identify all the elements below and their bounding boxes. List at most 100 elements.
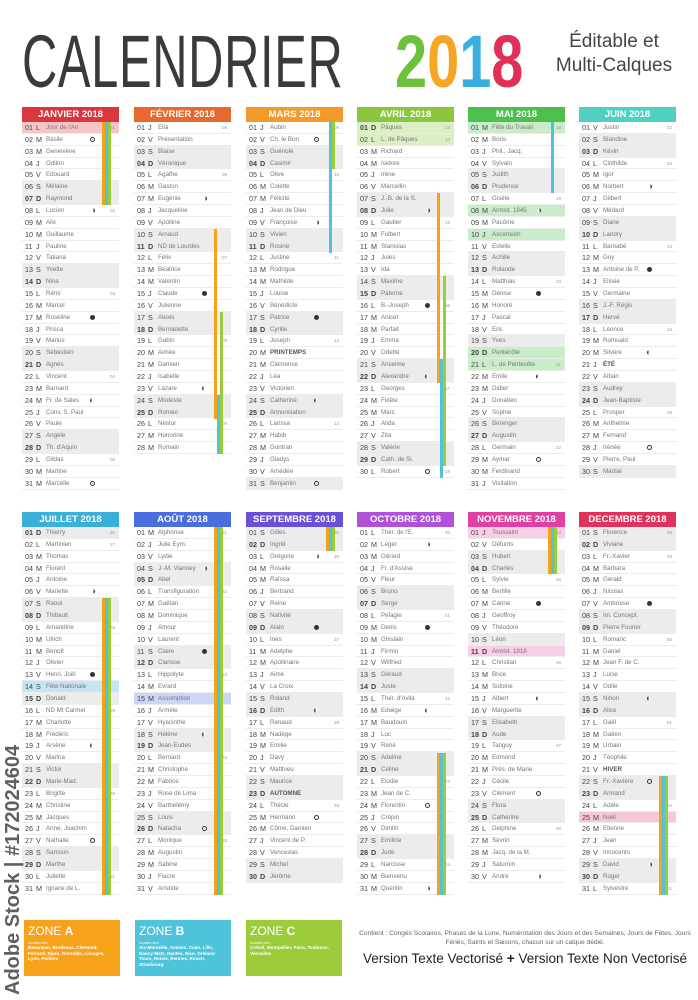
day-row[interactable]: 25 D Catherine: [468, 811, 565, 824]
day-row[interactable]: 07 M Eugénie: [134, 193, 231, 206]
day-row[interactable]: 27 M Sévrin: [468, 835, 565, 848]
day-row[interactable]: 20 S Adeline: [357, 752, 454, 765]
day-row[interactable]: 05 V Edouard: [22, 169, 119, 182]
day-row[interactable]: 27 J Vincent de P.: [246, 835, 343, 848]
day-row[interactable]: 29 J Gladys: [246, 454, 343, 466]
day-row[interactable]: 03 M Richard: [357, 146, 454, 158]
day-row[interactable]: 03 L Grégoire 36: [246, 551, 343, 563]
day-row[interactable]: 10 M Ghislain: [357, 634, 454, 646]
day-row[interactable]: 19 L Gabin 08: [134, 335, 231, 348]
day-row[interactable]: 15 S Roland: [246, 693, 343, 705]
day-row[interactable]: 30 S Martial: [579, 465, 676, 478]
day-row[interactable]: 19 M Urbain: [579, 740, 676, 753]
day-row[interactable]: 12 J Jules: [357, 252, 454, 265]
day-row[interactable]: 25 M Jacques: [22, 812, 119, 824]
day-row[interactable]: 06 M Norbert: [579, 181, 676, 194]
day-row[interactable]: 28 L Germain 22: [468, 442, 565, 455]
day-row[interactable]: 20 M Edmond: [468, 752, 565, 765]
day-row[interactable]: 11 D Armist. 1918: [468, 645, 565, 658]
day-row[interactable]: 26 V Dimitri: [357, 823, 454, 836]
day-row[interactable]: 17 V Hyacinthe: [134, 717, 231, 729]
day-row[interactable]: 11 M Daniel: [579, 646, 676, 658]
day-row[interactable]: 04 V Sylvain: [468, 158, 565, 170]
day-row[interactable]: 05 L Agathe 06: [134, 169, 231, 182]
day-row[interactable]: 13 V Henri, Joël: [22, 669, 119, 682]
day-row[interactable]: 24 D Jean-Baptiste: [579, 394, 676, 407]
day-row[interactable]: 13 L Hippolyte 33: [134, 669, 231, 682]
day-row[interactable]: 20 D Pentecôte: [468, 347, 565, 360]
day-row[interactable]: 14 M Mathilde: [246, 276, 343, 289]
day-row[interactable]: 01 D Thierry 26: [22, 527, 119, 539]
day-row[interactable]: 08 J Jean de Dieu: [246, 205, 343, 217]
day-row[interactable]: 09 S Diane: [579, 216, 676, 229]
day-row[interactable]: 18 M Nadège: [246, 729, 343, 741]
day-row[interactable]: 05 M Raïssa: [246, 574, 343, 587]
day-row[interactable]: 23 D Armand: [579, 787, 676, 800]
day-row[interactable]: 02 J Julie Eym.: [134, 539, 231, 551]
day-row[interactable]: 07 M Gaëtan: [134, 598, 231, 611]
day-row[interactable]: 22 M Fabrice: [134, 776, 231, 788]
day-row[interactable]: 27 M Habib: [246, 430, 343, 443]
day-row[interactable]: 15 S Ninon: [579, 693, 676, 705]
day-row[interactable]: 25 D Roméo: [134, 406, 231, 419]
day-row[interactable]: 12 M Jean F. de C.: [579, 657, 676, 670]
day-row[interactable]: 11 J Firmin: [357, 646, 454, 658]
day-row[interactable]: 27 V Zita: [357, 430, 454, 443]
day-row[interactable]: 24 L Thècle 39: [246, 800, 343, 812]
day-row[interactable]: 03 S Blaise: [134, 145, 231, 158]
day-row[interactable]: 06 S Bruno: [357, 586, 454, 599]
day-row[interactable]: 22 L Elodie 43: [357, 776, 454, 788]
day-row[interactable]: 05 V Fleur: [357, 574, 454, 587]
day-row[interactable]: 05 M Gérald: [579, 574, 676, 587]
day-row[interactable]: 18 J Prisca: [22, 324, 119, 336]
day-row[interactable]: 16 D Alice: [579, 704, 676, 717]
day-row[interactable]: 21 L L. de Pentecôte 21: [468, 359, 565, 372]
day-row[interactable]: 07 D Raymond: [22, 193, 119, 206]
day-row[interactable]: 14 M Sidoine: [468, 681, 565, 694]
day-row[interactable]: 16 V Bénédicte: [246, 300, 343, 312]
day-row[interactable]: 19 L Joseph 12: [246, 335, 343, 348]
day-row[interactable]: 05 L Sylvie 45: [468, 574, 565, 587]
day-row[interactable]: 27 J Jean: [579, 835, 676, 848]
day-row[interactable]: 25 J Crépin: [357, 812, 454, 824]
day-row[interactable]: 08 M Armist. 1945: [468, 205, 565, 217]
day-row[interactable]: 15 L Rémi 03: [22, 288, 119, 300]
day-row[interactable]: 24 L Adèle 52: [579, 800, 676, 812]
day-row[interactable]: 30 M Martine: [22, 466, 119, 478]
day-row[interactable]: 04 M Isidore: [357, 158, 454, 170]
day-row[interactable]: 21 V Matthieu: [246, 764, 343, 777]
day-row[interactable]: 16 M Honoré: [468, 300, 565, 312]
day-row[interactable]: 20 J Téophile: [579, 752, 676, 765]
day-row[interactable]: 02 V Ch. le Bon: [246, 134, 343, 146]
day-row[interactable]: 29 L Narcisse 44: [357, 859, 454, 871]
day-row[interactable]: 08 S Im. Concept.: [579, 610, 676, 622]
day-row[interactable]: 19 J Emma: [357, 335, 454, 348]
day-row[interactable]: 29 V Pierre, Paul: [579, 454, 676, 466]
day-row[interactable]: 20 J Davy: [246, 752, 343, 765]
day-row[interactable]: 01 D Pâques 13: [357, 122, 454, 134]
day-row[interactable]: 10 S Léon: [468, 633, 565, 646]
day-row[interactable]: 17 S Alexis: [134, 311, 231, 324]
day-row[interactable]: 26 L Delphine 48: [468, 823, 565, 836]
day-row[interactable]: 07 M Félicité: [246, 193, 343, 206]
day-row[interactable]: 13 M Brice: [468, 669, 565, 682]
day-row[interactable]: 17 L Renaud 38: [246, 717, 343, 729]
day-row[interactable]: 09 D Pierre Fourier: [579, 621, 676, 634]
day-row[interactable]: 31 S Benjamin: [246, 477, 343, 490]
day-row[interactable]: 15 M Assomption: [134, 693, 231, 705]
day-row[interactable]: 02 M Léger: [357, 539, 454, 551]
day-row[interactable]: 22 V Alban: [579, 371, 676, 383]
day-row[interactable]: 08 V Médard: [579, 205, 676, 217]
day-row[interactable]: 09 L Gautier 15: [357, 217, 454, 229]
day-row[interactable]: 11 S Claire: [134, 645, 231, 658]
day-row[interactable]: 01 J Toussaint 44: [468, 527, 565, 539]
day-row[interactable]: 11 L Barnabé 24: [579, 241, 676, 253]
day-row[interactable]: 23 V Clément: [468, 788, 565, 800]
day-row[interactable]: 27 V Nathalie: [22, 835, 119, 848]
day-row[interactable]: 22 J Isabelle: [134, 371, 231, 383]
day-row[interactable]: 13 J Aimé: [246, 669, 343, 682]
day-row[interactable]: 20 V Marina: [22, 752, 119, 765]
day-row[interactable]: 26 M Anthelme: [579, 418, 676, 431]
day-row[interactable]: 16 M Edwige: [357, 705, 454, 717]
day-row[interactable]: 12 L Justine 11: [246, 252, 343, 265]
